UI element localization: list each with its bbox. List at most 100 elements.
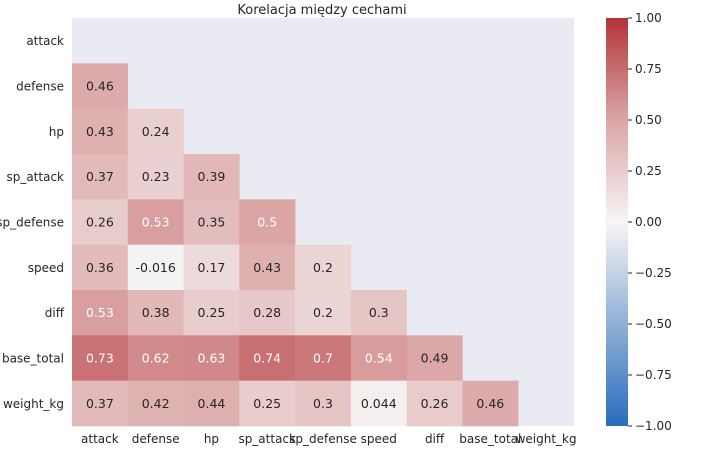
heatmap-cell-label: 0.5 [257, 215, 277, 230]
heatmap-cells [72, 63, 519, 427]
heatmap-cell-speed-hp [183, 244, 240, 291]
heatmap-cell-label: 0.54 [365, 351, 393, 366]
heatmap-cell-weight_kg-diff [406, 380, 463, 427]
colorbar-tick-label: 1.00 [635, 11, 662, 25]
heatmap-cell-base_total-sp_defense [295, 335, 352, 381]
heatmap-cell-weight_kg-defense [127, 380, 184, 427]
y-tick-label-base_total: base_total [2, 352, 64, 366]
heatmap-cell-diff-sp_defense [295, 290, 352, 336]
heatmap-cell-diff-speed [350, 290, 407, 336]
heatmap-cell-base_total-sp_attack [239, 335, 296, 381]
y-tick-label-sp_defense: sp_defense [0, 216, 64, 230]
heatmap-cell-label: 0.37 [86, 169, 114, 184]
heatmap-cell-sp_attack-defense [127, 154, 184, 200]
y-tick-label-sp_attack: sp_attack [6, 170, 64, 184]
heatmap-cell-label: 0.2 [313, 260, 333, 275]
heatmap-cell-diff-hp [183, 290, 240, 336]
heatmap-cell-label: 0.26 [421, 396, 449, 411]
heatmap-cell-sp_attack-hp [183, 154, 240, 200]
heatmap-cell-label: 0.2 [313, 305, 333, 320]
heatmap-cell-base_total-hp [183, 335, 240, 381]
heatmap-cell-label: 0.24 [142, 124, 170, 139]
heatmap-cell-label: 0.36 [86, 260, 114, 275]
chart-title: Korelacja między cechami [237, 3, 406, 18]
heatmap-cell-label: 0.23 [142, 169, 170, 184]
heatmap-cell-defense-attack [72, 63, 129, 109]
heatmap-cell-label: 0.044 [361, 396, 397, 411]
heatmap-cell-speed-attack [72, 244, 129, 291]
x-tick-label-base_total: base_total [459, 432, 521, 446]
heatmap-cell-weight_kg-hp [183, 380, 240, 427]
heatmap-cell-sp_defense-sp_attack [239, 199, 296, 245]
heatmap-cell-weight_kg-speed [350, 380, 407, 427]
y-tick-label-defense: defense [16, 80, 64, 94]
heatmap-cell-label: 0.17 [198, 260, 226, 275]
y-tick-label-hp: hp [49, 125, 64, 139]
heatmap-cell-diff-defense [127, 290, 184, 336]
x-tick-label-sp_attack: sp_attack [238, 432, 296, 446]
heatmap-cell-label: 0.63 [198, 351, 226, 366]
heatmap-cell-label: 0.35 [198, 215, 226, 230]
heatmap-cell-speed-defense [127, 244, 184, 291]
x-tick-label-speed: speed [361, 432, 397, 446]
y-tick-label-attack: attack [26, 34, 64, 48]
colorbar-tick-label: −0.25 [635, 266, 672, 280]
heatmap-cell-label: 0.46 [476, 396, 504, 411]
heatmap-cell-label: 0.3 [313, 396, 333, 411]
heatmap-cell-weight_kg-sp_attack [239, 380, 296, 427]
heatmap-cell-label: 0.73 [86, 351, 114, 366]
x-tick-label-sp_defense: sp_defense [289, 432, 357, 446]
heatmap-cell-label: 0.3 [369, 305, 389, 320]
heatmap-cell-sp_defense-defense [127, 199, 184, 245]
x-tick-label-weight_kg: weight_kg [516, 432, 577, 446]
colorbar-tick-label: 0.50 [635, 113, 662, 127]
y-tick-label-speed: speed [28, 261, 64, 275]
heatmap-cell-label: 0.44 [198, 396, 226, 411]
heatmap-cell-label: 0.43 [253, 260, 281, 275]
heatmap-cell-sp_attack-attack [72, 154, 129, 200]
colorbar-tick-label: 0.00 [635, 215, 662, 229]
x-tick-label-defense: defense [132, 432, 180, 446]
y-tick-label-weight_kg: weight_kg [3, 397, 64, 411]
colorbar [606, 18, 628, 426]
heatmap-cell-label: 0.46 [86, 79, 114, 94]
x-tick-label-diff: diff [425, 432, 445, 446]
heatmap-cell-base_total-diff [406, 335, 463, 381]
colorbar-tick-label: 0.75 [635, 62, 662, 76]
heatmap-cell-label: -0.016 [136, 260, 176, 275]
heatmap-cell-base_total-attack [72, 335, 129, 381]
heatmap-cell-label: 0.53 [86, 305, 114, 320]
heatmap-cell-label: 0.25 [198, 305, 226, 320]
heatmap-cell-label: 0.26 [86, 215, 114, 230]
heatmap-cell-label: 0.28 [253, 305, 281, 320]
heatmap-cell-label: 0.62 [142, 351, 170, 366]
heatmap-cell-label: 0.49 [421, 351, 449, 366]
colorbar-tick-label: −1.00 [635, 419, 672, 433]
heatmap-cell-hp-defense [127, 108, 184, 155]
heatmap-cell-speed-sp_defense [295, 244, 352, 291]
heatmap-cell-hp-attack [72, 108, 129, 155]
heatmap-cell-label: 0.25 [253, 396, 281, 411]
x-tick-label-hp: hp [204, 432, 219, 446]
colorbar-tick-label: 0.25 [635, 164, 662, 178]
heatmap-cell-label: 0.37 [86, 396, 114, 411]
colorbar-tick-labels: 1.00 0.75 0.50 0.25 0.00 −0.25 −0.50 −0.75 −1.00 [628, 11, 672, 433]
heatmap-cell-base_total-defense [127, 335, 184, 381]
colorbar-tick-label: −0.50 [635, 317, 672, 331]
heatmap-cell-label: 0.39 [198, 169, 226, 184]
heatmap-cell-sp_defense-attack [72, 199, 129, 245]
x-tick-label-attack: attack [81, 432, 119, 446]
heatmap-cell-diff-attack [72, 290, 129, 336]
heatmap-cell-weight_kg-base_total [462, 380, 519, 427]
heatmap-cell-label: 0.42 [142, 396, 170, 411]
heatmap-cell-labels: 0.46 0.43 0.24 0.37 0.23 0.39 0.26 0.53 0.35 0.5 0… [86, 79, 504, 411]
heatmap-cell-weight_kg-attack [72, 380, 129, 427]
heatmap-cell-diff-sp_attack [239, 290, 296, 336]
heatmap-cell-label: 0.74 [253, 351, 281, 366]
heatmap-cell-label: 0.43 [86, 124, 114, 139]
heatmap-cell-sp_defense-hp [183, 199, 240, 245]
heatmap-cell-base_total-speed [350, 335, 407, 381]
